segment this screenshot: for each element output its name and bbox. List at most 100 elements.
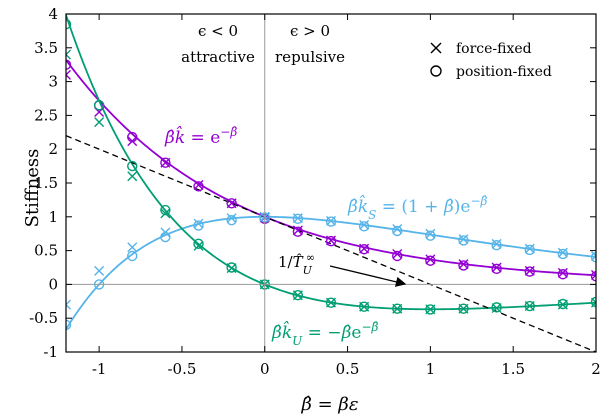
cross-stroke — [425, 228, 436, 239]
position-fixed-point — [590, 271, 596, 282]
y-tick-label: 2 — [48, 140, 58, 158]
cross-stroke — [94, 117, 105, 128]
position-fixed-point — [557, 248, 569, 260]
cross-stroke — [591, 297, 596, 304]
cross-stroke — [292, 225, 303, 236]
legend-cross-icon — [430, 42, 442, 54]
x-tick-label: 0.5 — [336, 360, 360, 378]
legend-circle-icon — [430, 65, 442, 77]
position-fixed-point — [491, 239, 502, 251]
position-fixed-point — [292, 213, 304, 225]
force-fixed-point — [524, 243, 535, 254]
force-fixed-point — [591, 269, 596, 280]
position-fixed-point — [392, 250, 403, 262]
cross-stroke — [491, 262, 502, 273]
series-curve-1 — [66, 215, 596, 330]
position-fixed-point — [193, 238, 204, 250]
position-fixed-point — [524, 244, 535, 256]
legend-label-force-fixed: force-fixed — [456, 41, 532, 57]
y-tick-label: -1 — [43, 343, 58, 361]
cross-stroke — [193, 240, 204, 251]
x-tick-label: 2 — [591, 360, 600, 378]
cross-stroke — [193, 218, 204, 229]
position-fixed-point — [425, 230, 436, 241]
x-tick-label: -1 — [92, 360, 107, 378]
force-fixed-point — [127, 242, 138, 253]
force-fixed-point — [591, 251, 596, 262]
force-fixed-point — [292, 225, 303, 236]
y-tick-label: -0.5 — [29, 309, 58, 327]
force-fixed-point — [94, 265, 105, 276]
position-fixed-point — [193, 220, 204, 231]
force-fixed-point — [66, 69, 71, 80]
cross-stroke — [524, 243, 535, 254]
position-fixed-point — [226, 262, 237, 273]
position-fixed-point — [358, 301, 370, 312]
force-fixed-point — [127, 171, 138, 182]
x-tick-label: 1.5 — [501, 360, 525, 378]
position-fixed-point — [292, 290, 304, 301]
position-fixed-point — [358, 221, 370, 232]
series-curve-3 — [66, 135, 596, 352]
y-tick-label: 2.5 — [34, 106, 58, 124]
position-fixed-point — [226, 214, 237, 226]
position-fixed-point — [557, 298, 569, 310]
cross-stroke — [591, 273, 596, 280]
cross-stroke — [591, 255, 596, 262]
cross-stroke — [160, 208, 171, 219]
force-fixed-point — [425, 254, 436, 265]
cross-stroke — [557, 267, 568, 278]
force-fixed-point — [94, 117, 105, 128]
region-condition-positive: ϵ > 0 — [290, 22, 330, 40]
series-curve-0 — [66, 59, 596, 277]
cross-stroke — [359, 219, 370, 230]
x-tick-label: -0.5 — [167, 360, 196, 378]
position-fixed-point — [193, 181, 204, 192]
cross-stroke — [66, 53, 71, 60]
region-name-attractive: attractive — [181, 48, 255, 66]
force-fixed-point — [557, 247, 568, 258]
force-fixed-point — [392, 223, 403, 234]
force-fixed-point — [392, 248, 403, 259]
force-fixed-point — [193, 218, 204, 229]
position-fixed-point — [325, 235, 337, 247]
region-condition-negative: ϵ < 0 — [198, 22, 238, 40]
position-fixed-point — [127, 250, 138, 262]
cross-stroke — [66, 49, 71, 56]
position-fixed-point — [66, 59, 72, 70]
cross-stroke — [226, 213, 237, 224]
position-fixed-point — [127, 160, 138, 172]
cross-stroke — [591, 251, 596, 257]
position-fixed-point — [226, 198, 237, 209]
force-fixed-point — [160, 208, 171, 219]
force-fixed-point — [66, 49, 71, 60]
position-fixed-point — [425, 304, 436, 315]
axes-frame — [65, 13, 597, 353]
position-fixed-point — [458, 303, 469, 314]
cross-stroke — [491, 238, 502, 249]
position-fixed-point — [127, 131, 138, 143]
region-label-repulsive: ϵ > 0 repulsive — [275, 22, 345, 66]
force-fixed-point — [66, 299, 71, 310]
annotation-arrow — [329, 265, 407, 287]
y-tick-label: 0.5 — [34, 242, 58, 260]
x-tick-label: 1 — [426, 360, 436, 378]
position-fixed-point — [425, 255, 436, 266]
position-fixed-point — [292, 226, 304, 237]
y-axis-label: Stiffness — [22, 149, 43, 228]
cross-stroke — [557, 247, 568, 258]
cross-stroke — [127, 242, 138, 253]
position-fixed-point — [491, 302, 502, 313]
position-fixed-point — [160, 231, 171, 243]
series-label-bk: β̂k̂ = e−β̂ — [164, 125, 237, 148]
cross-stroke — [392, 223, 403, 234]
series-label-bks: β̂k̂S = (1 + β̂)e−β̂ — [347, 194, 488, 222]
legend: force-fixed position-fixed — [430, 41, 552, 80]
position-fixed-point — [325, 216, 337, 227]
svg-text:1/T̂U∞: 1/T̂U∞ — [278, 251, 315, 277]
series-label-inverse-temperature: 1/T̂U∞ — [278, 251, 407, 287]
position-fixed-point — [392, 303, 403, 314]
position-fixed-point — [160, 204, 171, 216]
cross-stroke — [66, 303, 71, 310]
